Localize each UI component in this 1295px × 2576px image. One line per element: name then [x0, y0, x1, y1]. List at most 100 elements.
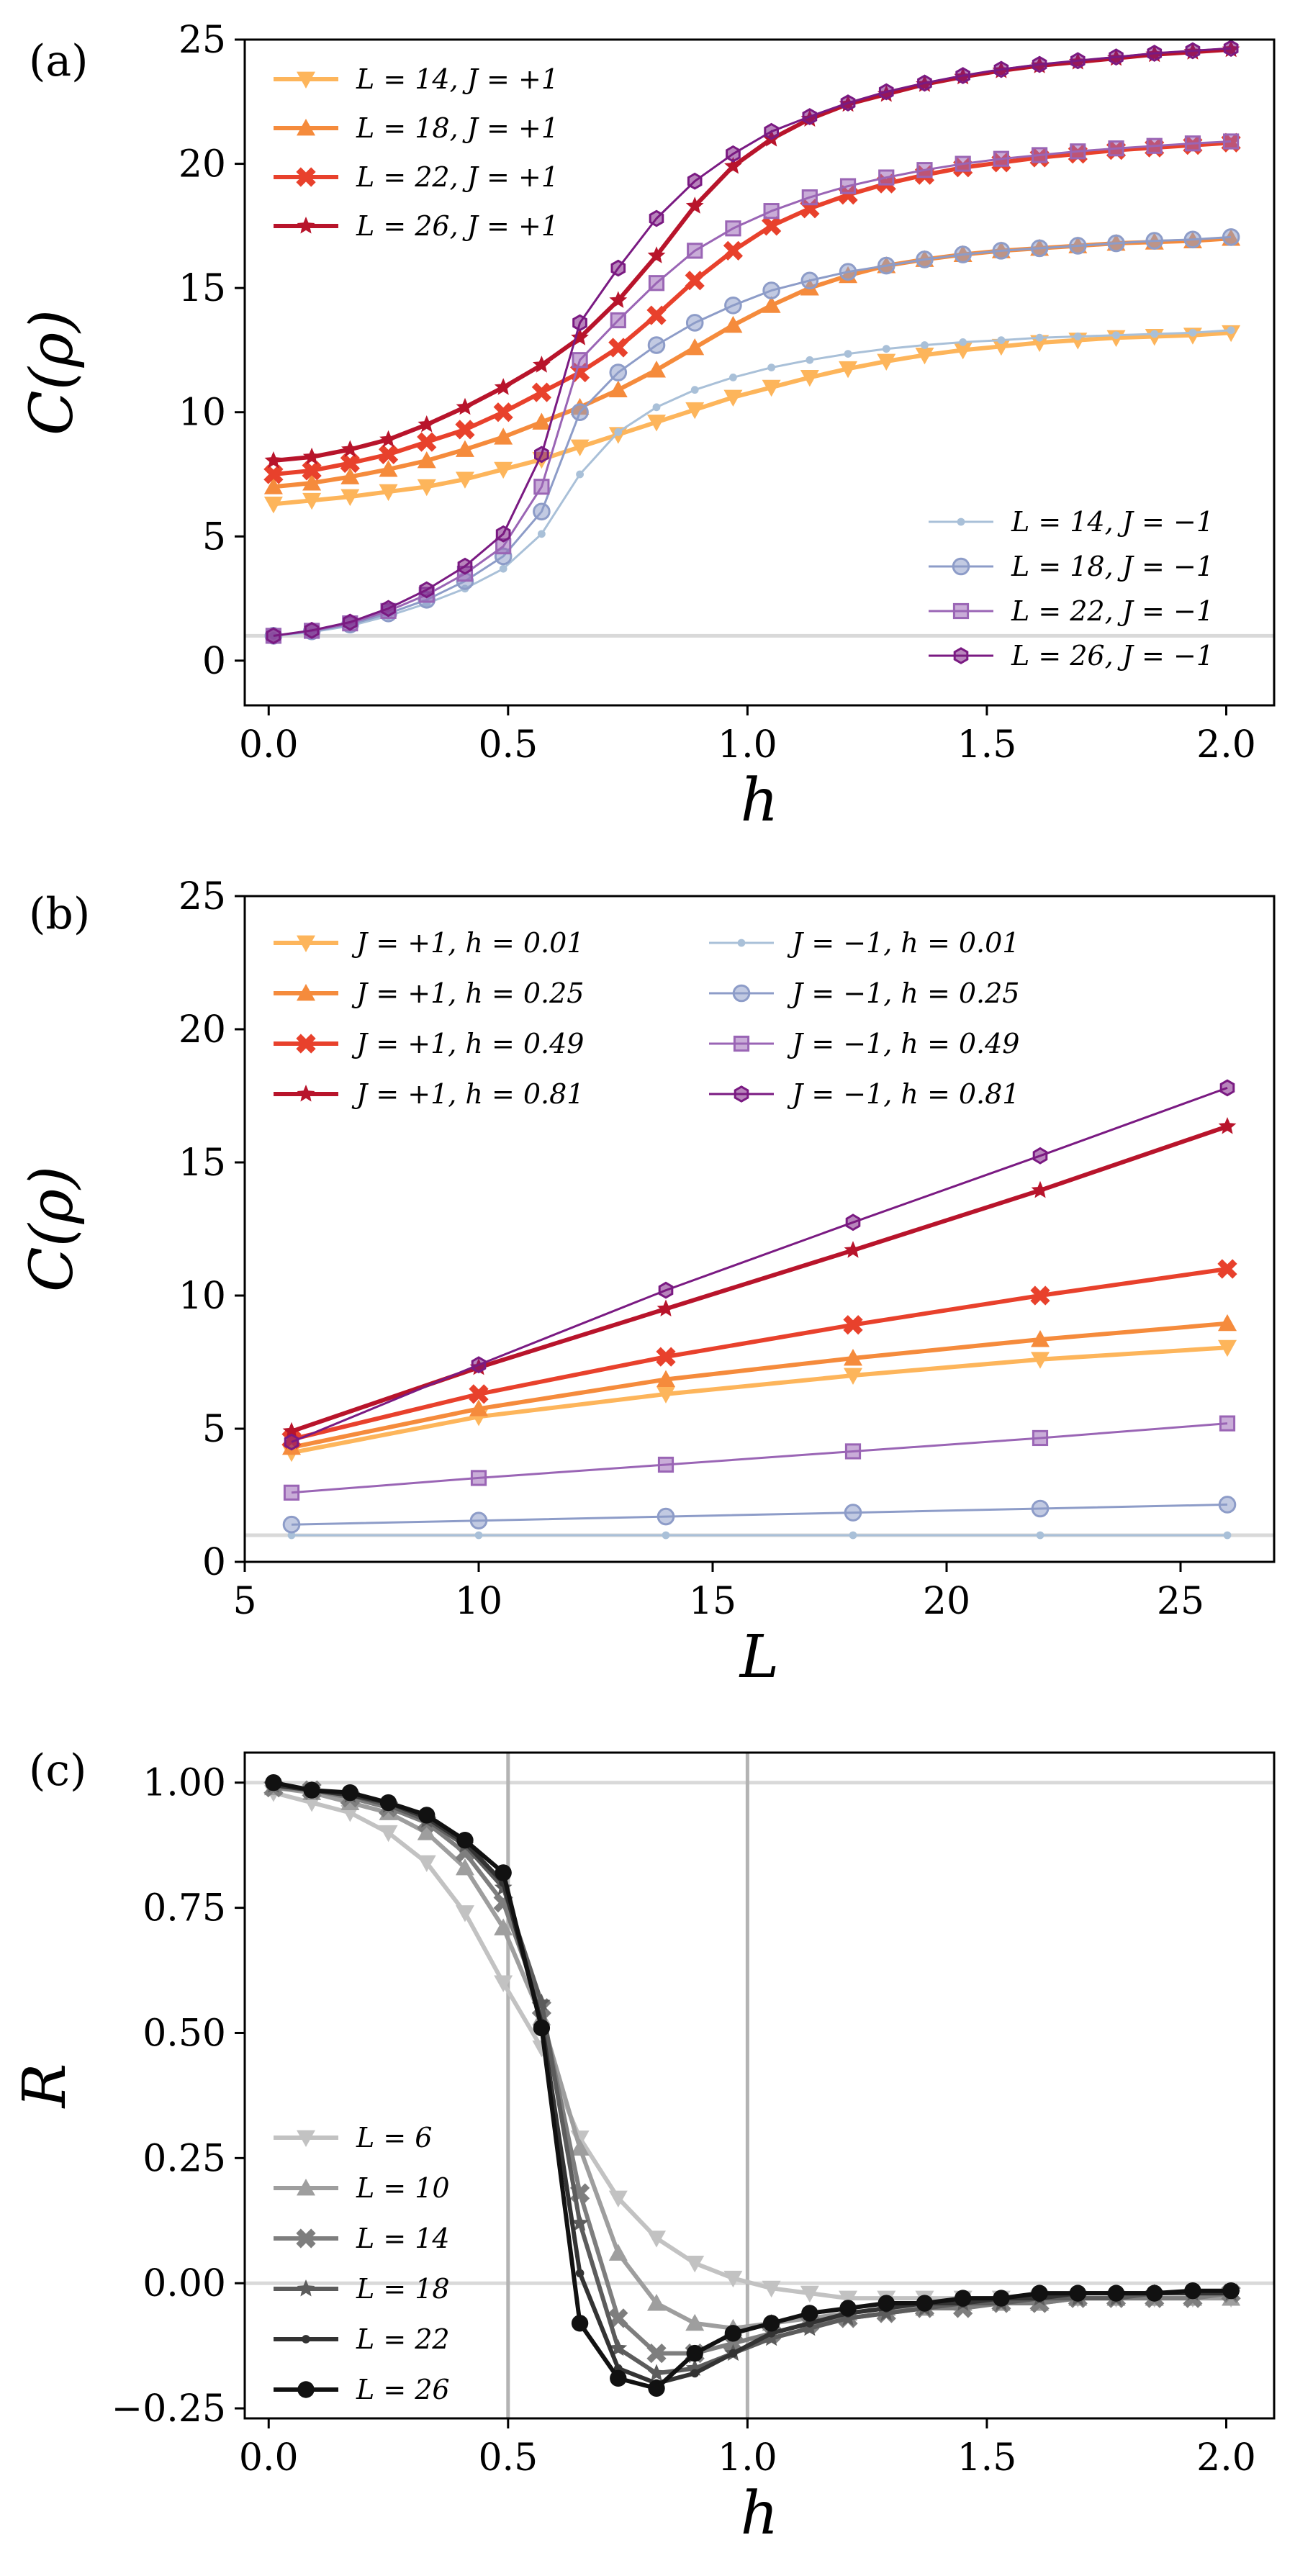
data-point: [493, 402, 513, 422]
data-point: [610, 312, 626, 329]
data-point: [608, 380, 628, 398]
data-point: [954, 245, 972, 263]
data-point: [1107, 2284, 1125, 2302]
data-point: [656, 1386, 675, 1404]
data-point: [609, 291, 628, 308]
data-point: [455, 440, 474, 457]
data-point: [1031, 2284, 1048, 2302]
data-point: [378, 444, 399, 465]
data-point: [1031, 1330, 1050, 1347]
data-point: [1183, 230, 1202, 249]
legend-marker: [297, 2130, 315, 2147]
data-point: [1222, 2282, 1240, 2300]
data-point: [844, 1368, 862, 1385]
data-point: [878, 169, 895, 186]
legend-label: L = 22: [356, 2323, 450, 2355]
data-point: [954, 2290, 972, 2307]
series-j-m1-h-0-81: [284, 1079, 1235, 1451]
data-point: [302, 461, 322, 481]
y-tick-label: 0: [202, 640, 226, 683]
plot-area: [281, 1079, 1237, 1540]
panel-label: (b): [29, 889, 90, 939]
data-point: [266, 627, 281, 645]
data-point: [1070, 143, 1086, 160]
data-point: [647, 2231, 666, 2248]
series-line: [273, 330, 1232, 507]
data-point: [343, 613, 358, 631]
data-point: [762, 379, 781, 397]
series-j-p1-h-0-25: [282, 1314, 1237, 1455]
data-point: [470, 1470, 487, 1486]
series-j-m1-h-0-49: [283, 1415, 1236, 1501]
y-tick-label: 15: [179, 267, 226, 310]
data-point: [1030, 1285, 1050, 1306]
data-point: [649, 209, 664, 227]
data-point: [282, 1515, 301, 1534]
data-point: [763, 203, 780, 220]
data-point: [1031, 1499, 1050, 1518]
data-point: [495, 525, 511, 543]
legend: L = 14, J = +1 L = 18, J = +1 L = 22, J = …: [274, 63, 559, 242]
legend-marker: [952, 557, 970, 576]
data-point: [685, 338, 705, 356]
legend-entry: J = −1, h = 0.25: [709, 977, 1020, 1009]
data-point: [417, 432, 437, 452]
data-point: [656, 1370, 675, 1387]
legend-marker: [733, 1035, 750, 1052]
data-point: [1032, 1147, 1048, 1165]
data-point: [417, 451, 436, 469]
legend-entry: J = +1, h = 0.49: [274, 1028, 585, 1059]
x-tick-label: 1.0: [718, 723, 777, 767]
data-point: [1073, 333, 1082, 340]
x-axis-label: h: [741, 767, 779, 835]
data-point: [724, 297, 742, 315]
data-point: [844, 1443, 862, 1460]
legend-entry: L = 18, J = −1: [929, 551, 1214, 582]
data-point: [610, 2369, 627, 2387]
legend: L = 14, J = −1 L = 18, J = −1 L = 22, J = …: [929, 506, 1214, 672]
data-point: [916, 162, 933, 178]
y-tick-label: 10: [179, 1275, 226, 1318]
y-tick-label: 0.50: [143, 2012, 226, 2055]
data-point: [457, 557, 473, 575]
series-j-p1-h-0-49: [281, 1259, 1237, 1450]
y-tick-label: 0: [202, 1541, 226, 1584]
data-point: [340, 453, 360, 474]
data-point: [456, 397, 474, 415]
panel-label: (c): [29, 1745, 86, 1796]
legend-label: L = 18, J = −1: [1011, 551, 1214, 582]
data-point: [764, 122, 779, 140]
data-point: [302, 492, 322, 510]
data-point: [1030, 335, 1050, 353]
legend-entry: L = 22, J = +1: [274, 161, 559, 193]
data-point: [953, 343, 973, 360]
legend: J = −1, h = 0.01 J = −1, h = 0.25 J = −1, …: [709, 927, 1020, 1110]
data-point: [729, 374, 737, 381]
data-point: [849, 1531, 857, 1540]
data-point: [608, 338, 628, 358]
panel-a: 0.0 0.5 1.0 1.5 2.0 0 5 10 15 20 25 h C(ρ) (a) L = 14,…: [18, 19, 1276, 835]
x-tick-label: 0.5: [478, 2436, 538, 2480]
data-point: [608, 2190, 628, 2207]
data-point: [469, 1384, 489, 1404]
data-point: [474, 1531, 483, 1540]
legend-marker: [297, 2381, 315, 2398]
legend: L = 6 L = 10 L = 14 L = 18 L = 22 L = 26: [274, 2122, 450, 2405]
data-point: [533, 356, 551, 373]
legend-label: J = +1, h = 0.25: [351, 977, 585, 1009]
data-point: [762, 281, 780, 299]
legend-entry: L = 14, J = +1: [274, 63, 559, 95]
data-point: [417, 1823, 436, 1840]
legend-marker: [953, 647, 969, 664]
legend-entry: L = 14, J = −1: [929, 506, 1214, 538]
legend-entry: L = 26: [274, 2374, 450, 2405]
data-point: [494, 378, 513, 395]
legend-marker: [734, 1085, 749, 1103]
data-point: [839, 361, 858, 379]
data-point: [993, 60, 1009, 78]
series-line: [291, 1503, 1228, 1526]
x-tick-label: 0.5: [478, 723, 538, 767]
x-tick-label: 15: [689, 1580, 736, 1623]
data-point: [685, 2255, 705, 2273]
legend-marker: [297, 984, 315, 1001]
